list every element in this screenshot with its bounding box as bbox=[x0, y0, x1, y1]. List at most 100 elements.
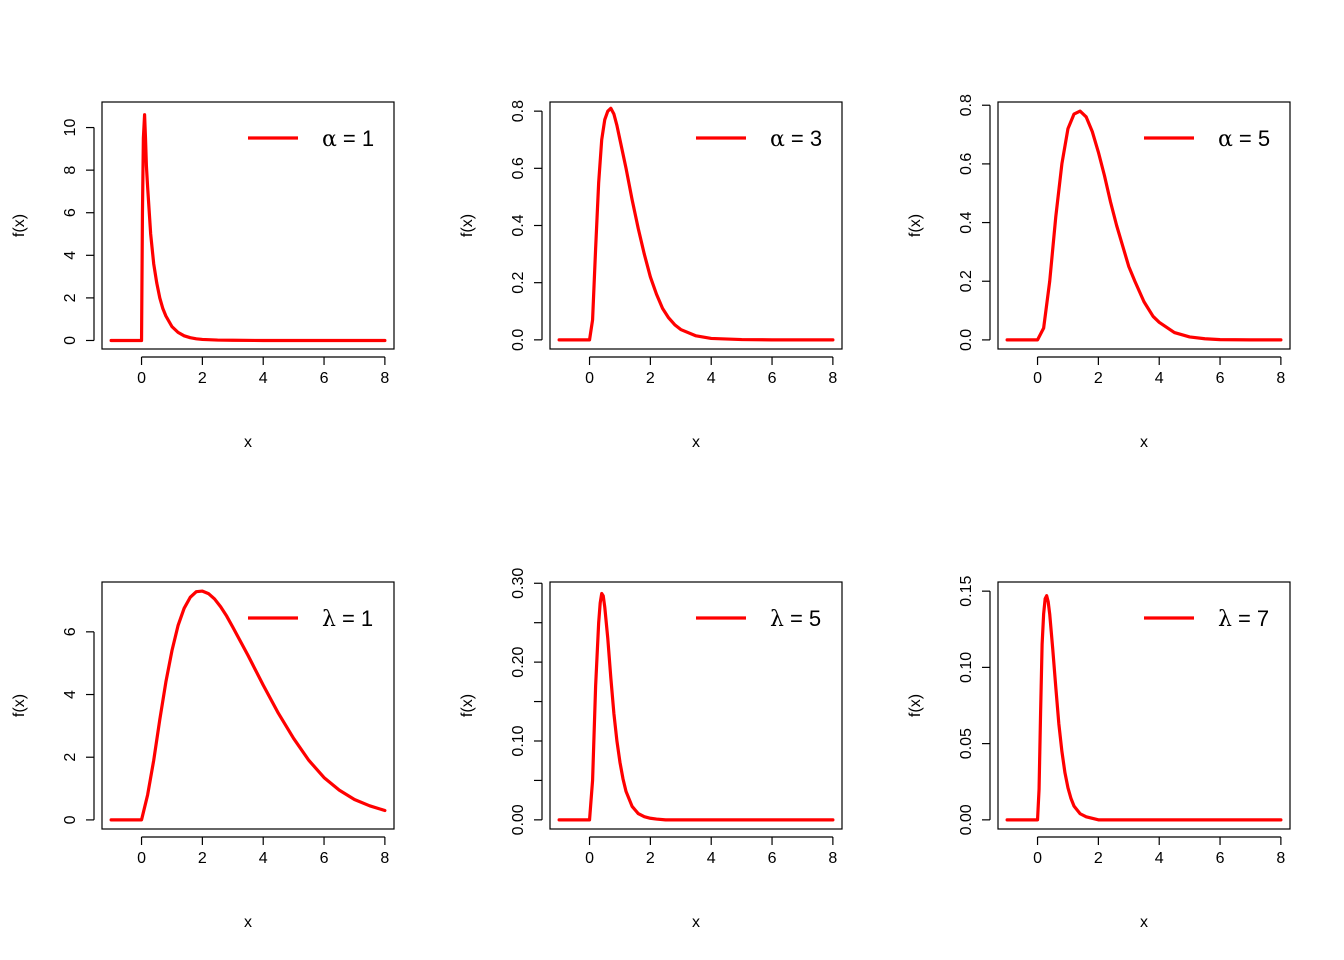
x-tick-label: 2 bbox=[198, 850, 207, 867]
x-tick-label: 6 bbox=[320, 370, 329, 387]
legend: α = 1 bbox=[248, 126, 374, 152]
x-tick-label: 0 bbox=[1033, 850, 1042, 867]
y-tick-label: 0.0 bbox=[958, 329, 975, 351]
y-tick-label: 0.8 bbox=[510, 100, 527, 122]
x-tick-label: 8 bbox=[828, 850, 837, 867]
y-tick-label: 0.2 bbox=[958, 270, 975, 292]
series-line-1 bbox=[557, 106, 835, 342]
legend: λ = 5 bbox=[696, 606, 821, 632]
y-axis-title: f(x) bbox=[459, 214, 476, 237]
y-axis-title: f(x) bbox=[459, 694, 476, 717]
x-tick-label: 4 bbox=[707, 850, 716, 867]
chart-4: 0 2 4 6 8 0 2 4 6 x f(x) λ = 1 bbox=[11, 581, 395, 931]
y-tick-label: 0 bbox=[62, 815, 79, 824]
legend-symbol: λ bbox=[322, 607, 336, 632]
legend-label: λ = 1 bbox=[322, 606, 373, 632]
x-tick-label: 8 bbox=[380, 370, 389, 387]
y-axis-title: f(x) bbox=[11, 694, 28, 717]
x-tick-label: 6 bbox=[768, 370, 777, 387]
y-tick-label: 0.2 bbox=[510, 271, 527, 293]
plot-frame bbox=[997, 581, 1291, 830]
legend-symbol: λ bbox=[770, 607, 784, 632]
legend-label: α = 3 bbox=[770, 126, 822, 152]
y-tick-label: 0.15 bbox=[958, 575, 975, 606]
x-axis-title: x bbox=[692, 434, 700, 451]
x-tick-label: 2 bbox=[1094, 370, 1103, 387]
legend-symbol: α bbox=[770, 127, 785, 152]
chart-1: 0 2 4 6 8 0 2 4 6 8 10 x f(x) α = 1 bbox=[11, 101, 395, 451]
x-axis-title: x bbox=[1140, 434, 1148, 451]
y-tick-label: 2 bbox=[62, 293, 79, 302]
legend-symbol: λ bbox=[1218, 607, 1232, 632]
y-tick-label: 6 bbox=[62, 208, 79, 217]
plot-frame bbox=[549, 101, 843, 350]
legend-value: = 1 bbox=[343, 126, 374, 151]
y-tick-label: 0.00 bbox=[510, 804, 527, 835]
x-tick-label: 4 bbox=[707, 370, 716, 387]
series-line-1 bbox=[109, 113, 387, 343]
chart-2: 0 2 4 6 8 0.0 0.2 0.4 0.6 0.8 x f(x) α = 3 bbox=[459, 100, 843, 451]
y-axis-title: f(x) bbox=[907, 694, 924, 717]
y-axis-title: f(x) bbox=[907, 214, 924, 237]
plot-frame bbox=[997, 101, 1291, 350]
x-tick-label: 6 bbox=[768, 850, 777, 867]
legend: α = 3 bbox=[696, 126, 822, 152]
y-tick-label: 0.6 bbox=[958, 153, 975, 175]
x-tick-label: 8 bbox=[1276, 850, 1285, 867]
series-line-1 bbox=[109, 589, 387, 822]
x-tick-label: 0 bbox=[137, 850, 146, 867]
x-tick-label: 2 bbox=[646, 850, 655, 867]
x-tick-label: 2 bbox=[1094, 850, 1103, 867]
x-tick-label: 8 bbox=[380, 850, 389, 867]
x-tick-label: 6 bbox=[320, 850, 329, 867]
y-axis-title: f(x) bbox=[11, 214, 28, 237]
x-tick-label: 4 bbox=[1155, 850, 1164, 867]
x-axis-title: x bbox=[244, 434, 252, 451]
legend-label: λ = 5 bbox=[770, 606, 821, 632]
x-tick-label: 6 bbox=[1216, 370, 1225, 387]
x-axis-title: x bbox=[692, 914, 700, 931]
y-tick-label: 0.05 bbox=[958, 728, 975, 759]
legend: α = 5 bbox=[1144, 126, 1270, 152]
y-tick-label: 4 bbox=[62, 690, 79, 699]
y-tick-label: 8 bbox=[62, 166, 79, 175]
x-tick-label: 8 bbox=[1276, 370, 1285, 387]
y-tick-label: 0.10 bbox=[958, 652, 975, 683]
legend-label: α = 1 bbox=[322, 126, 374, 152]
y-tick-label: 6 bbox=[62, 627, 79, 636]
x-tick-label: 6 bbox=[1216, 850, 1225, 867]
legend-label: λ = 7 bbox=[1218, 606, 1269, 632]
plot-frame bbox=[101, 101, 395, 350]
chart-5: 0 2 4 6 8 0.00 0.10 0.20 0.30 x f(x) λ = 5 bbox=[459, 568, 843, 931]
legend-value: = 3 bbox=[791, 126, 822, 151]
legend-symbol: α bbox=[322, 127, 337, 152]
y-tick-label: 10 bbox=[62, 119, 79, 137]
x-tick-label: 4 bbox=[1155, 370, 1164, 387]
y-tick-label: 0.30 bbox=[510, 568, 527, 599]
legend-value: = 1 bbox=[342, 606, 373, 631]
plot-frame bbox=[101, 581, 395, 830]
legend-symbol: α bbox=[1218, 127, 1233, 152]
legend-value: = 5 bbox=[1239, 126, 1270, 151]
x-tick-label: 2 bbox=[646, 370, 655, 387]
x-tick-label: 0 bbox=[1033, 370, 1042, 387]
x-axis-title: x bbox=[1140, 914, 1148, 931]
y-tick-label: 0 bbox=[62, 336, 79, 345]
x-tick-label: 0 bbox=[137, 370, 146, 387]
x-tick-label: 0 bbox=[585, 850, 594, 867]
legend-label: α = 5 bbox=[1218, 126, 1270, 152]
plot-frame bbox=[549, 581, 843, 830]
chart-6: 0 2 4 6 8 0.00 0.05 0.10 0.15 x f(x) λ = 7 bbox=[907, 575, 1291, 931]
x-tick-label: 4 bbox=[259, 370, 268, 387]
y-tick-label: 0.10 bbox=[510, 725, 527, 756]
y-tick-label: 0.6 bbox=[510, 157, 527, 179]
x-tick-label: 2 bbox=[198, 370, 207, 387]
y-tick-label: 4 bbox=[62, 251, 79, 260]
x-tick-label: 0 bbox=[585, 370, 594, 387]
y-tick-label: 0.0 bbox=[510, 329, 527, 351]
legend: λ = 7 bbox=[1144, 606, 1269, 632]
series-line-1 bbox=[1005, 109, 1283, 342]
y-tick-label: 2 bbox=[62, 753, 79, 762]
y-tick-label: 0.4 bbox=[510, 214, 527, 236]
